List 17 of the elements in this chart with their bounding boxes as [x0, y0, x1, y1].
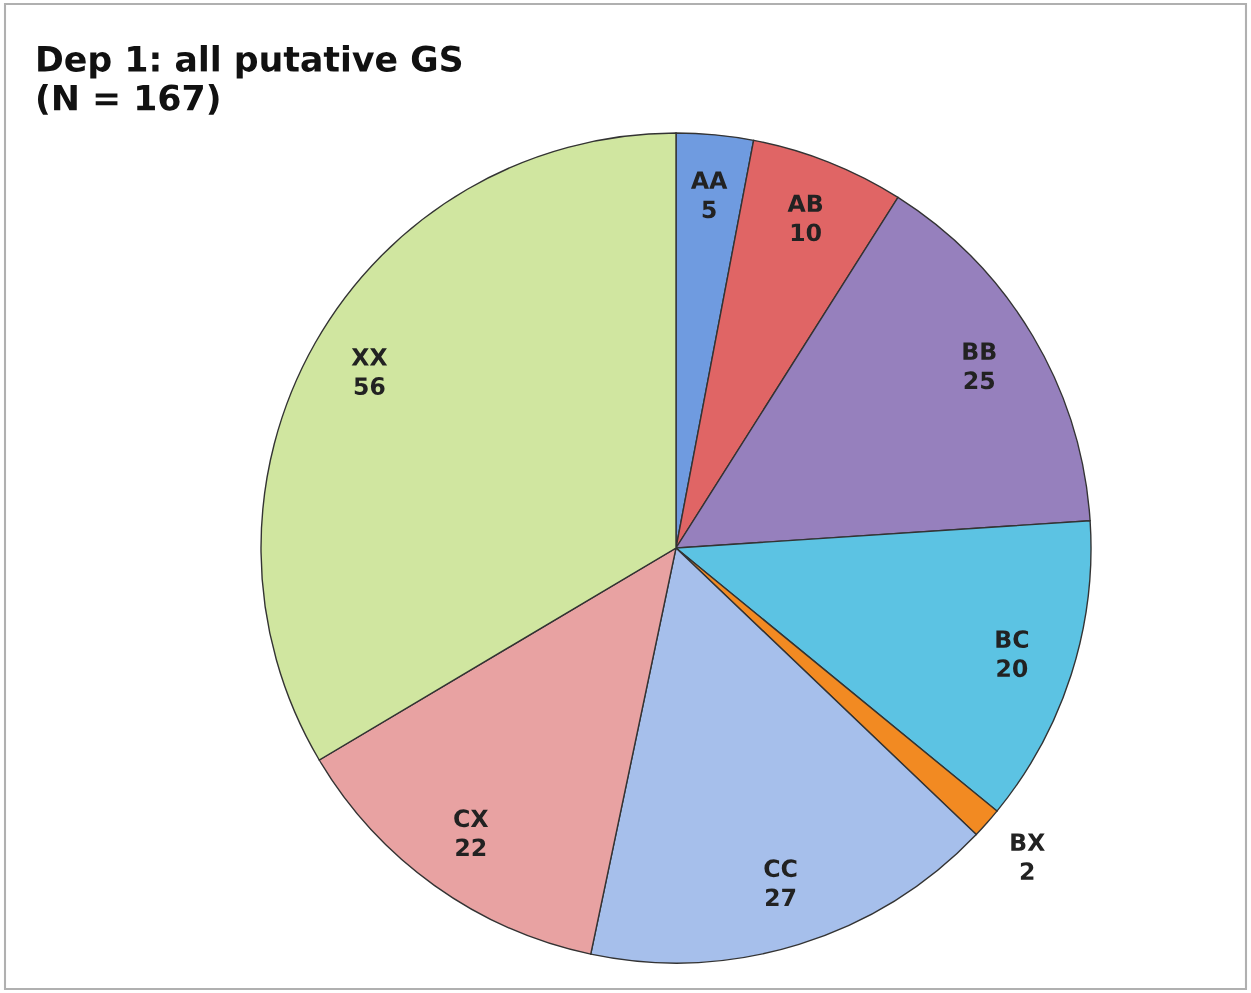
data-label: 56 — [354, 377, 385, 395]
data-label: 20 — [997, 659, 1028, 678]
data-label: 10 — [791, 223, 821, 242]
slice-label: XX — [351, 348, 388, 366]
slice-label: BB — [963, 342, 996, 360]
slice-label: AB — [787, 194, 823, 212]
slice-label: BX — [1011, 833, 1045, 851]
slice-label: BC — [996, 630, 1029, 649]
slice-label: CX — [454, 809, 489, 828]
data-label: 5 — [702, 200, 716, 219]
slice-label: AA — [690, 171, 728, 189]
data-label: 25 — [964, 371, 995, 390]
chart-title: Dep 1: all putative GS (N = 167) — [37, 45, 462, 115]
data-label: 2 — [1020, 862, 1034, 880]
data-label: 27 — [766, 888, 796, 906]
slice-label: CC — [764, 859, 797, 878]
data-label: 22 — [456, 838, 486, 857]
